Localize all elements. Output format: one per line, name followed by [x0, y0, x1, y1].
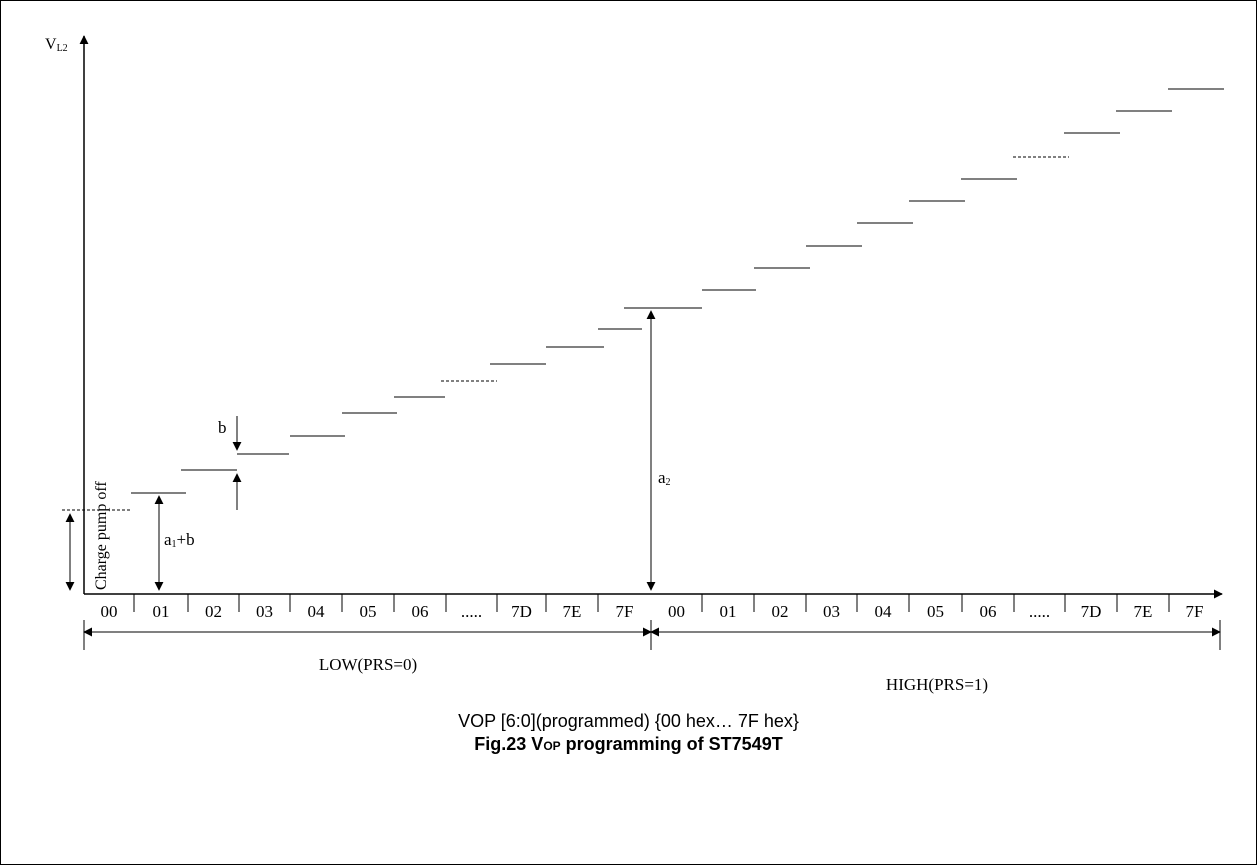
low-cell-label: 7F [616, 602, 634, 621]
high-cell-label: 01 [720, 602, 737, 621]
low-cell-label: 01 [153, 602, 170, 621]
high-cell-label: 7E [1134, 602, 1153, 621]
low-cell-label: 06 [412, 602, 429, 621]
voltage-steps [131, 88, 1224, 494]
b-label: b [218, 418, 227, 437]
charge-pump-label: Charge pump off [93, 481, 110, 590]
a1b-label: a1+b [164, 530, 195, 550]
high-cell-label: 03 [823, 602, 840, 621]
high-cell-label: 05 [927, 602, 944, 621]
a2-label: a2 [658, 468, 671, 488]
high-range-label: HIGH(PRS=1) [886, 675, 988, 694]
low-cell-label: 7E [563, 602, 582, 621]
low-cell-label: 03 [256, 602, 273, 621]
high-cell-label: ..... [1029, 602, 1050, 621]
caption-subscript: OP [543, 739, 561, 753]
caption-prefix: Fig.23 V [474, 734, 544, 754]
high-cell-label: 7D [1081, 602, 1102, 621]
low-cell-label: 7D [511, 602, 532, 621]
low-cell-label: 04 [308, 602, 326, 621]
high-cell-label: 02 [772, 602, 789, 621]
low-cell-label: ..... [461, 602, 482, 621]
caption-line-1: VOP [6:0](programmed) {00 hex… 7F hex} [458, 711, 799, 731]
low-cell-label: 05 [360, 602, 377, 621]
y-axis-label: VL2 [45, 36, 68, 54]
figure-caption: Fig.23 VOP programming of ST7549T [0, 734, 1257, 755]
low-cell-label: 00 [101, 602, 118, 621]
low-range-label: LOW(PRS=0) [319, 655, 417, 674]
high-cell-label: 7F [1186, 602, 1204, 621]
high-cell-label: 06 [980, 602, 997, 621]
high-cell-label: 04 [875, 602, 893, 621]
high-cell-label: 00 [668, 602, 685, 621]
low-cell-label: 02 [205, 602, 222, 621]
caption-suffix: programming of ST7549T [560, 734, 783, 754]
register-cells: 00 01 02 03 04 05 06..... 7D 7E 7F 00 01 02 03 04 05 06.… [101, 594, 1204, 621]
